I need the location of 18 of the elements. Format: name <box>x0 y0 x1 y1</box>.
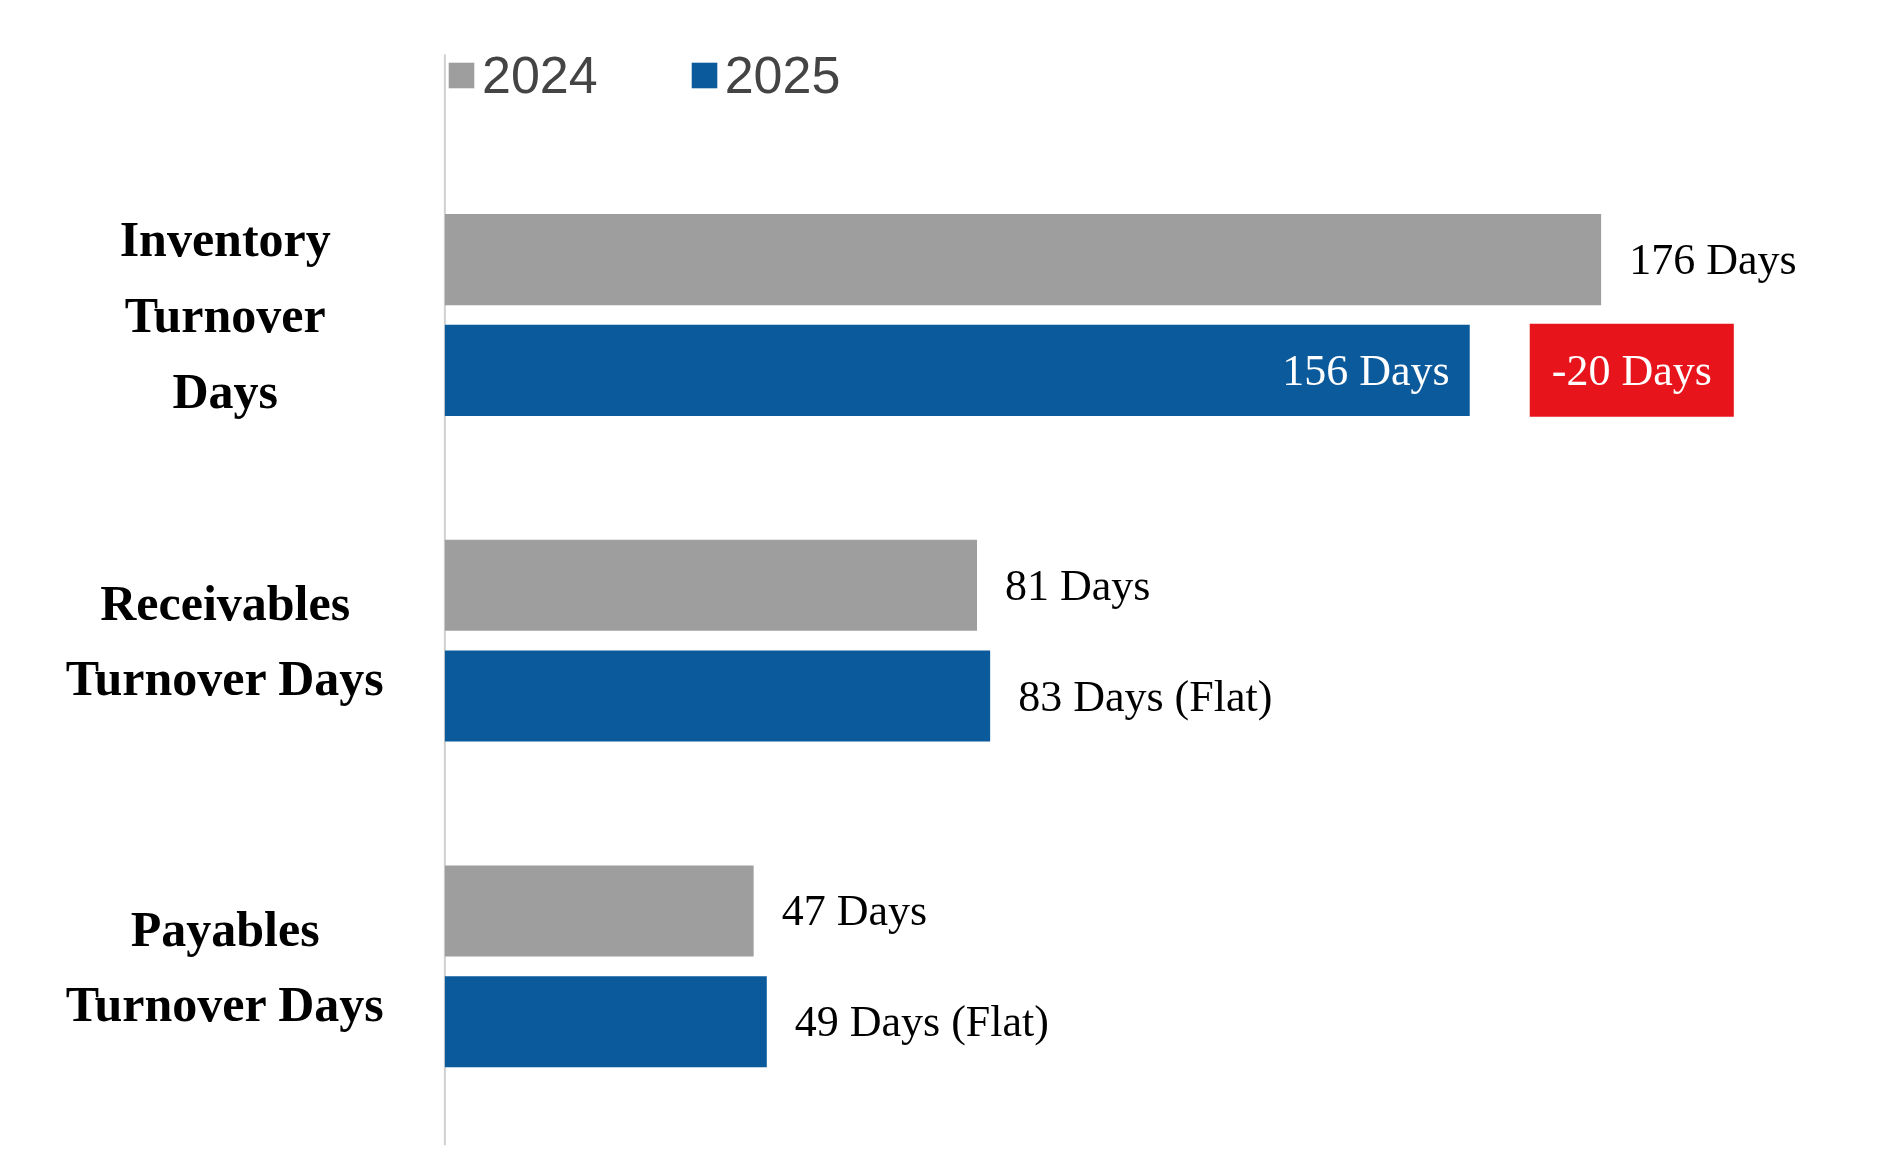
bar <box>444 539 978 631</box>
bar <box>444 324 1470 416</box>
annotation: -20 Days <box>1551 345 1712 395</box>
y-tick-label: Payables Turnover Days <box>65 900 384 1033</box>
data-label: 156 Days <box>1282 345 1450 395</box>
y-tick-label: Receivables Turnover Days <box>65 574 384 707</box>
bar <box>444 976 767 1068</box>
data-label: 49 Days (Flat) <box>794 997 1049 1047</box>
bar <box>444 865 754 957</box>
legend-label: 2024 <box>482 45 598 105</box>
bar <box>444 650 991 742</box>
data-label: 176 Days <box>1629 235 1797 285</box>
bar <box>444 213 1602 306</box>
data-label: 83 Days (Flat) <box>1018 671 1273 721</box>
data-label: 47 Days <box>781 886 928 936</box>
data-label: 81 Days <box>1005 560 1151 610</box>
legend-label: 2025 <box>724 45 841 105</box>
y-tick-label: Inventory Turnover Days <box>119 211 331 419</box>
